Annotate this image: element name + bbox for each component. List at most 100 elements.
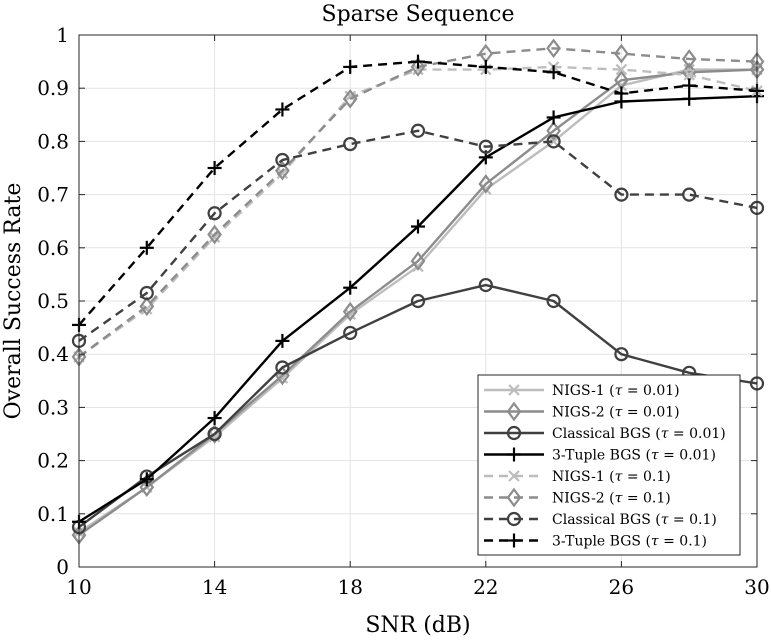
y-tick-label: 0.1 [37, 502, 69, 526]
chart-title: Sparse Sequence [322, 2, 515, 27]
legend-label: 3-Tuple BGS (τ = 0.1) [552, 534, 707, 550]
data-point [139, 477, 155, 498]
legend-marker [507, 533, 521, 548]
data-point [682, 187, 697, 202]
data-point [275, 333, 290, 348]
data-point [410, 57, 426, 77]
data-point [546, 120, 561, 141]
data-point [683, 69, 695, 81]
data-point [614, 43, 629, 64]
legend-marker [506, 401, 522, 422]
legend-tau-value: = 0.01) [622, 405, 679, 421]
data-point [614, 86, 629, 101]
axis-ticks: 10 14 18 22 26 30 0 0.1 0.2 0.3 0.4 0.5 0.6 0.7 0.8 0.9… [37, 23, 770, 599]
legend-tau-value: = 0.1) [659, 534, 707, 550]
legend-series-name: NIGS-2 ( [552, 491, 615, 507]
series-line [78, 129, 758, 342]
legend-series-name: 3-Tuple BGS ( [552, 448, 651, 464]
x-tick-label: 18 [337, 575, 362, 599]
data-point [410, 293, 426, 309]
data-point [614, 187, 629, 202]
series-line [78, 283, 758, 529]
data-point [478, 139, 493, 154]
legend-marker [507, 447, 521, 462]
series-6 [71, 123, 765, 348]
legend-series-name: NIGS-1 ( [552, 383, 615, 399]
data-point [682, 78, 697, 93]
legend-label: Classical BGS (τ = 0.01) [552, 426, 726, 442]
data-point [207, 224, 222, 245]
data-point [344, 90, 356, 102]
legend-tau-value: = 0.1) [622, 469, 670, 485]
legend-tau-value: = 0.01) [668, 426, 725, 442]
data-point [343, 325, 358, 341]
legend-series-name: NIGS-2 ( [552, 405, 615, 421]
data-point [139, 296, 155, 317]
data-point [208, 231, 221, 243]
y-tick-label: 0.9 [37, 76, 69, 100]
x-tick-label: 14 [202, 575, 227, 599]
data-point [546, 110, 561, 125]
legend-item: NIGS-1 (τ = 0.1) [484, 469, 671, 485]
series-line [78, 47, 758, 358]
x-axis-label: SNR (dB) [365, 613, 470, 638]
series-7 [72, 54, 764, 332]
legend-item: Classical BGS (τ = 0.1) [484, 511, 717, 528]
series-2 [71, 277, 765, 535]
data-point [682, 91, 697, 106]
y-tick-label: 0 [56, 555, 69, 579]
legend-box [477, 374, 741, 556]
legend-tau-symbol: τ [661, 426, 669, 442]
data-point [275, 360, 290, 375]
data-point [275, 102, 290, 117]
series-line [78, 60, 758, 326]
legend-label: NIGS-1 (τ = 0.1) [552, 469, 671, 485]
legend-label: NIGS-1 (τ = 0.01) [552, 383, 680, 399]
legend-tau-symbol: τ [651, 448, 659, 464]
legend-marker [508, 384, 520, 396]
y-tick-label: 0.7 [37, 183, 69, 207]
legend-item: NIGS-1 (τ = 0.01) [484, 383, 680, 399]
data-point [411, 219, 425, 234]
legend-item: NIGS-2 (τ = 0.01) [484, 401, 680, 422]
data-point [139, 472, 154, 487]
legend-series-name: Classical BGS ( [552, 426, 661, 442]
legend-tau-symbol: τ [651, 534, 659, 550]
legend-label: Classical BGS (τ = 0.1) [552, 512, 717, 528]
legend-marker [508, 470, 520, 482]
data-point [141, 303, 153, 315]
legend-tau-symbol: τ [615, 491, 623, 507]
data-point [207, 161, 222, 175]
legend-tau-value: = 0.01) [659, 448, 716, 464]
data-point [614, 347, 629, 362]
data-point [139, 285, 154, 301]
data-point [410, 251, 426, 271]
data-point [342, 301, 358, 322]
x-tick-label: 10 [66, 575, 91, 599]
y-tick-label: 0.2 [37, 449, 69, 473]
data-point [343, 136, 358, 152]
legend-item: 3-Tuple BGS (τ = 0.1) [484, 533, 707, 550]
y-tick-label: 0.8 [37, 129, 69, 153]
legend-item: 3-Tuple BGS (τ = 0.01) [484, 447, 716, 464]
data-point [478, 277, 493, 293]
legend-tau-symbol: τ [615, 469, 623, 485]
data-point [207, 411, 222, 426]
data-point [478, 174, 494, 194]
data-point [276, 167, 289, 180]
x-tick-label: 22 [473, 575, 498, 599]
data-point [546, 293, 561, 309]
legend-series-name: Classical BGS ( [552, 512, 661, 528]
data-point [546, 65, 561, 80]
series-4 [73, 61, 763, 363]
data-point [478, 59, 493, 74]
data-point [207, 206, 222, 221]
data-point [276, 372, 289, 384]
legend-tau-value: = 0.1) [622, 491, 670, 507]
legend-series-name: NIGS-1 ( [552, 469, 615, 485]
data-point [342, 89, 358, 109]
y-tick-label: 0.4 [37, 342, 69, 366]
plot-series [71, 38, 765, 545]
data-point [546, 38, 561, 59]
